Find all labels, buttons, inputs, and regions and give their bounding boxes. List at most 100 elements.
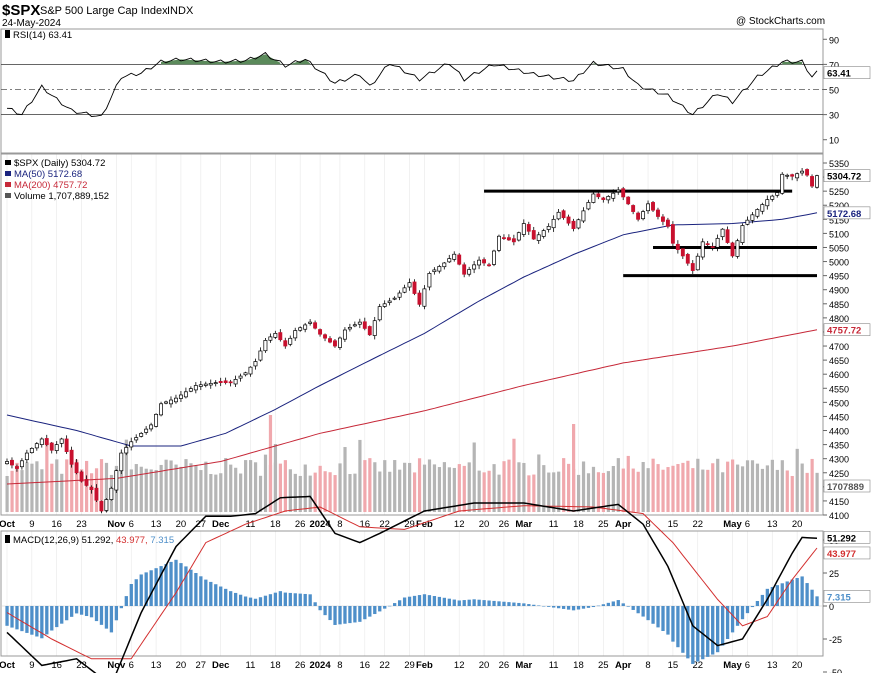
chart-date: 24-May-2024 [2, 18, 61, 29]
candle-body [49, 442, 54, 451]
macd-tick-label: 0 [829, 602, 834, 612]
macd-hist-bar [278, 591, 283, 606]
candle-body [273, 333, 278, 338]
volume-bar [785, 470, 789, 512]
candle-body [621, 188, 626, 198]
volume-tag-box [823, 479, 871, 493]
hist-value-tag: 7.315 [827, 592, 851, 603]
macd-hist-bar [104, 606, 109, 629]
candle-body [432, 269, 437, 273]
candle-body [193, 385, 198, 391]
macd-hist-bar [561, 606, 566, 609]
x-tick-label-top: 9 [29, 519, 34, 530]
x-tick-label-bottom: Dec [212, 660, 229, 671]
candle-body [795, 173, 800, 179]
macd-hist-bar [343, 606, 347, 624]
macd-hist-bar [691, 606, 695, 664]
volume-bar [661, 469, 665, 512]
price-tick-label: 4100 [829, 511, 849, 521]
volume-bar [134, 464, 138, 512]
macd-hist-bar [507, 602, 511, 606]
macd-hist-bar [701, 606, 705, 660]
macd-hist-bar [542, 606, 546, 607]
volume-bar [631, 468, 635, 512]
volume-bar [333, 475, 337, 512]
candle-body [119, 452, 124, 472]
x-tick-label-top: 2024 [309, 519, 331, 530]
candle-body [487, 264, 491, 267]
macd-hist-bar [10, 606, 14, 628]
x-tick-label-top: 29 [404, 519, 415, 530]
x-tick-label-top: 13 [767, 519, 778, 530]
macd-hist-bar [482, 600, 486, 606]
candle-body [770, 195, 775, 200]
volume-bar [308, 475, 312, 512]
candle-body [810, 176, 814, 187]
candle-body [203, 383, 208, 386]
rsi-tick-label: 30 [829, 111, 839, 121]
volume-bar [780, 460, 784, 512]
macd-hist-bar [40, 606, 44, 639]
price-tick-label: 4500 [829, 398, 849, 408]
candle-body [367, 326, 372, 336]
candle-body [268, 336, 273, 341]
volume-bar [253, 462, 258, 512]
macd-hist-bar [522, 603, 526, 606]
candle-body [780, 173, 785, 194]
volume-bar [750, 460, 755, 512]
macd-hist-bar [517, 602, 521, 606]
rsi-tick-label: 10 [829, 136, 839, 146]
volume-bar [596, 472, 601, 512]
rsi-line [6, 51, 818, 117]
macd-hist-bar [621, 603, 625, 606]
candle-body [690, 263, 695, 271]
candle-body [84, 479, 89, 486]
macd-hist-bar [566, 606, 571, 610]
candle-body [139, 432, 144, 437]
candle-body [750, 214, 755, 221]
x-tick-label-top: 8 [337, 519, 342, 530]
ma50-tag: 5172.68 [827, 209, 861, 220]
candle-body [99, 501, 104, 512]
last-price-tag-box [823, 169, 871, 182]
volume-bar [651, 458, 655, 512]
candles [5, 168, 819, 514]
volume-bar [442, 462, 447, 512]
macd-hist-bar [775, 585, 779, 606]
x-tick-label-top: 18 [573, 519, 584, 530]
macd-hist-bar [298, 593, 302, 606]
candle-body [10, 459, 14, 466]
volume-bar [581, 461, 586, 512]
candle-body [174, 397, 178, 403]
candle-body [457, 254, 462, 265]
legend-swatch [5, 193, 11, 198]
volume-bar [656, 464, 660, 512]
macd-hist-bar [313, 602, 317, 606]
candle-body [44, 438, 49, 445]
candle-body [159, 403, 163, 416]
candle-body [700, 241, 705, 258]
volume-bar [343, 447, 347, 512]
macd-hist-bar [720, 606, 725, 646]
candle-body [14, 466, 19, 469]
x-tick-label-bottom: May [723, 660, 742, 671]
volume-bar [537, 454, 541, 512]
x-tick-label-bottom: 27 [196, 660, 207, 671]
macd-hist-bar [487, 600, 491, 606]
signal-value-tag-box [823, 546, 871, 560]
candle-body [685, 254, 690, 264]
x-tick-label-bottom: Mar [515, 660, 532, 671]
candle-body [54, 444, 59, 451]
volume-bar [20, 470, 24, 512]
macd-hist-bar [716, 606, 720, 653]
macd-hist-bar [671, 606, 675, 642]
candle-body [467, 269, 472, 275]
macd-hist-bar [273, 592, 278, 606]
rsi-tick-label: 70 [829, 60, 839, 70]
x-tick-label-bottom: 29 [404, 660, 415, 671]
macd-hist-bar [373, 606, 377, 615]
candle-body [357, 321, 362, 325]
volume-bar [219, 473, 223, 512]
candle-body [397, 292, 402, 298]
